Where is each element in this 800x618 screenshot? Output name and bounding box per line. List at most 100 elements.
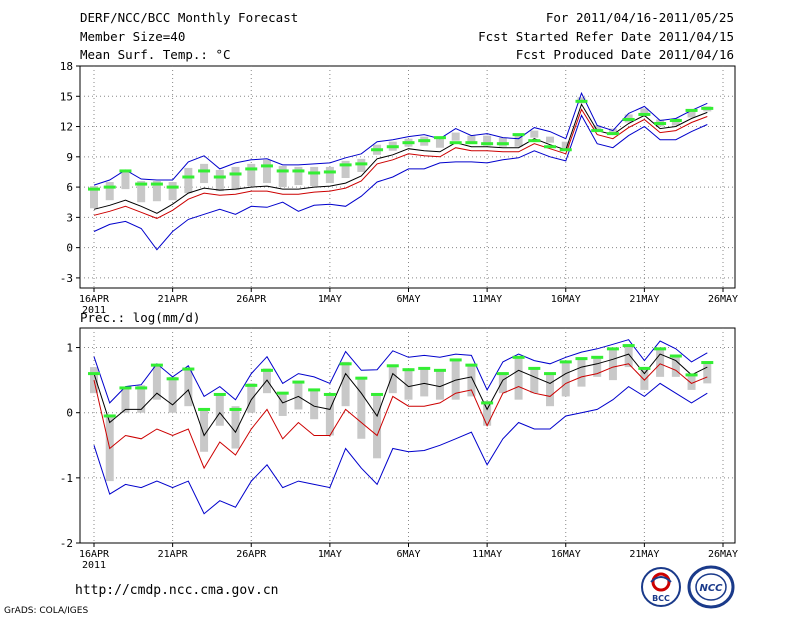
- ncc-logo-text: NCC: [699, 583, 723, 594]
- series-line-max: [93, 91, 708, 186]
- y-tick-label: 0: [66, 407, 73, 420]
- x-tick-label: 11MAY: [472, 294, 502, 305]
- median-marker: [292, 169, 305, 173]
- median-marker: [465, 141, 478, 145]
- median-marker: [622, 344, 635, 348]
- median-marker: [308, 388, 321, 392]
- median-marker: [512, 355, 525, 359]
- spread-bar: [640, 367, 649, 390]
- x-tick-label: 21APR: [158, 549, 189, 560]
- spread-bar: [671, 118, 680, 126]
- spread-bar: [325, 166, 334, 184]
- median-marker: [276, 169, 289, 173]
- x-tick-label: 21MAY: [629, 549, 659, 560]
- spread-bar: [231, 166, 240, 191]
- y-tick-label: 1: [66, 342, 73, 355]
- y-tick-label: 15: [60, 90, 73, 103]
- median-marker: [103, 185, 116, 189]
- y-tick-label: 3: [66, 211, 73, 224]
- median-marker: [402, 368, 415, 372]
- spread-bar: [262, 159, 271, 184]
- median-marker: [638, 366, 651, 370]
- median-marker: [559, 360, 572, 364]
- spread-bar: [168, 376, 177, 413]
- spread-bar: [498, 137, 507, 147]
- median-marker: [135, 386, 148, 390]
- grads-credit: GrADS: COLA/IGES: [4, 606, 89, 616]
- series-line-min: [93, 108, 708, 219]
- spread-bar: [373, 393, 382, 459]
- spread-bar: [184, 167, 193, 194]
- y-tick-label: 12: [60, 121, 73, 134]
- median-marker: [449, 141, 462, 145]
- forecast-title: DERF/NCC/BCC Monthly Forecast: [80, 10, 299, 25]
- median-marker: [276, 391, 289, 395]
- spread-bar: [451, 358, 460, 400]
- series-line-mean: [93, 353, 708, 437]
- x-tick-label: 26APR: [236, 294, 267, 305]
- spread-bar: [593, 356, 602, 377]
- median-marker: [150, 182, 163, 186]
- median-marker: [669, 118, 682, 122]
- spread-bar: [168, 182, 177, 201]
- median-marker: [323, 392, 336, 396]
- median-marker: [481, 401, 494, 405]
- spread-bar: [247, 163, 256, 187]
- median-marker: [654, 347, 667, 351]
- median-marker: [622, 117, 635, 121]
- median-marker: [150, 363, 163, 367]
- forecast-started-date: Fcst Started Refer Date 2011/04/15: [478, 29, 734, 44]
- temperature-panel: 18 15 12 9 6 3 0 -3 16APR 21APR 26APR 1MAY 6MAY 11MAY…: [60, 60, 738, 316]
- spread-bar: [435, 136, 444, 148]
- spread-bar: [294, 166, 303, 186]
- median-marker: [465, 363, 478, 367]
- median-marker: [292, 380, 305, 384]
- x-tick-label: 26APR: [236, 549, 267, 560]
- median-marker: [481, 142, 494, 146]
- spread-bar: [467, 135, 476, 144]
- spread-bar: [341, 160, 350, 179]
- median-marker: [213, 392, 226, 396]
- spread-bar: [294, 381, 303, 410]
- median-marker: [245, 167, 258, 171]
- spread-bar: [200, 409, 209, 452]
- series-line-max: [93, 339, 708, 404]
- median-marker: [402, 141, 415, 145]
- median-marker: [166, 377, 179, 381]
- spread-bar: [121, 169, 130, 190]
- y-tick-label: 18: [60, 60, 73, 73]
- y-tick-label: -3: [60, 272, 73, 285]
- spread-bar: [137, 181, 146, 203]
- ncc-logo-icon: NCC: [687, 565, 735, 609]
- median-marker: [182, 367, 195, 371]
- spread-bar: [561, 360, 570, 397]
- median-marker: [166, 185, 179, 189]
- median-marker: [386, 364, 399, 368]
- median-marker: [229, 172, 242, 176]
- median-marker: [135, 182, 148, 186]
- source-url: http://cmdp.ncc.cma.gov.cn: [75, 583, 279, 598]
- median-marker: [308, 171, 321, 175]
- forecast-period: For 2011/04/16-2011/05/25: [545, 10, 734, 25]
- median-marker: [103, 414, 116, 418]
- y-tick-label: 6: [66, 181, 73, 194]
- median-marker: [638, 112, 651, 116]
- x-tick-label: 11MAY: [472, 549, 502, 560]
- median-marker: [418, 366, 431, 370]
- spread-bar: [435, 369, 444, 400]
- spread-bar: [310, 166, 319, 187]
- median-marker: [512, 133, 525, 137]
- median-marker: [559, 148, 572, 152]
- member-size-label: Member Size=40: [80, 29, 186, 44]
- median-marker: [213, 175, 226, 179]
- bcc-logo-text: BCC: [652, 594, 670, 603]
- spread-bar: [577, 357, 586, 387]
- spread-bar: [530, 367, 539, 394]
- median-marker: [575, 357, 588, 361]
- spread-bar: [703, 361, 712, 384]
- median-marker: [544, 145, 557, 149]
- x-tick-label: 16APR: [79, 294, 110, 305]
- spread-bar: [514, 356, 523, 400]
- spread-bar: [608, 347, 617, 381]
- x-tick-label: 16MAY: [551, 549, 581, 560]
